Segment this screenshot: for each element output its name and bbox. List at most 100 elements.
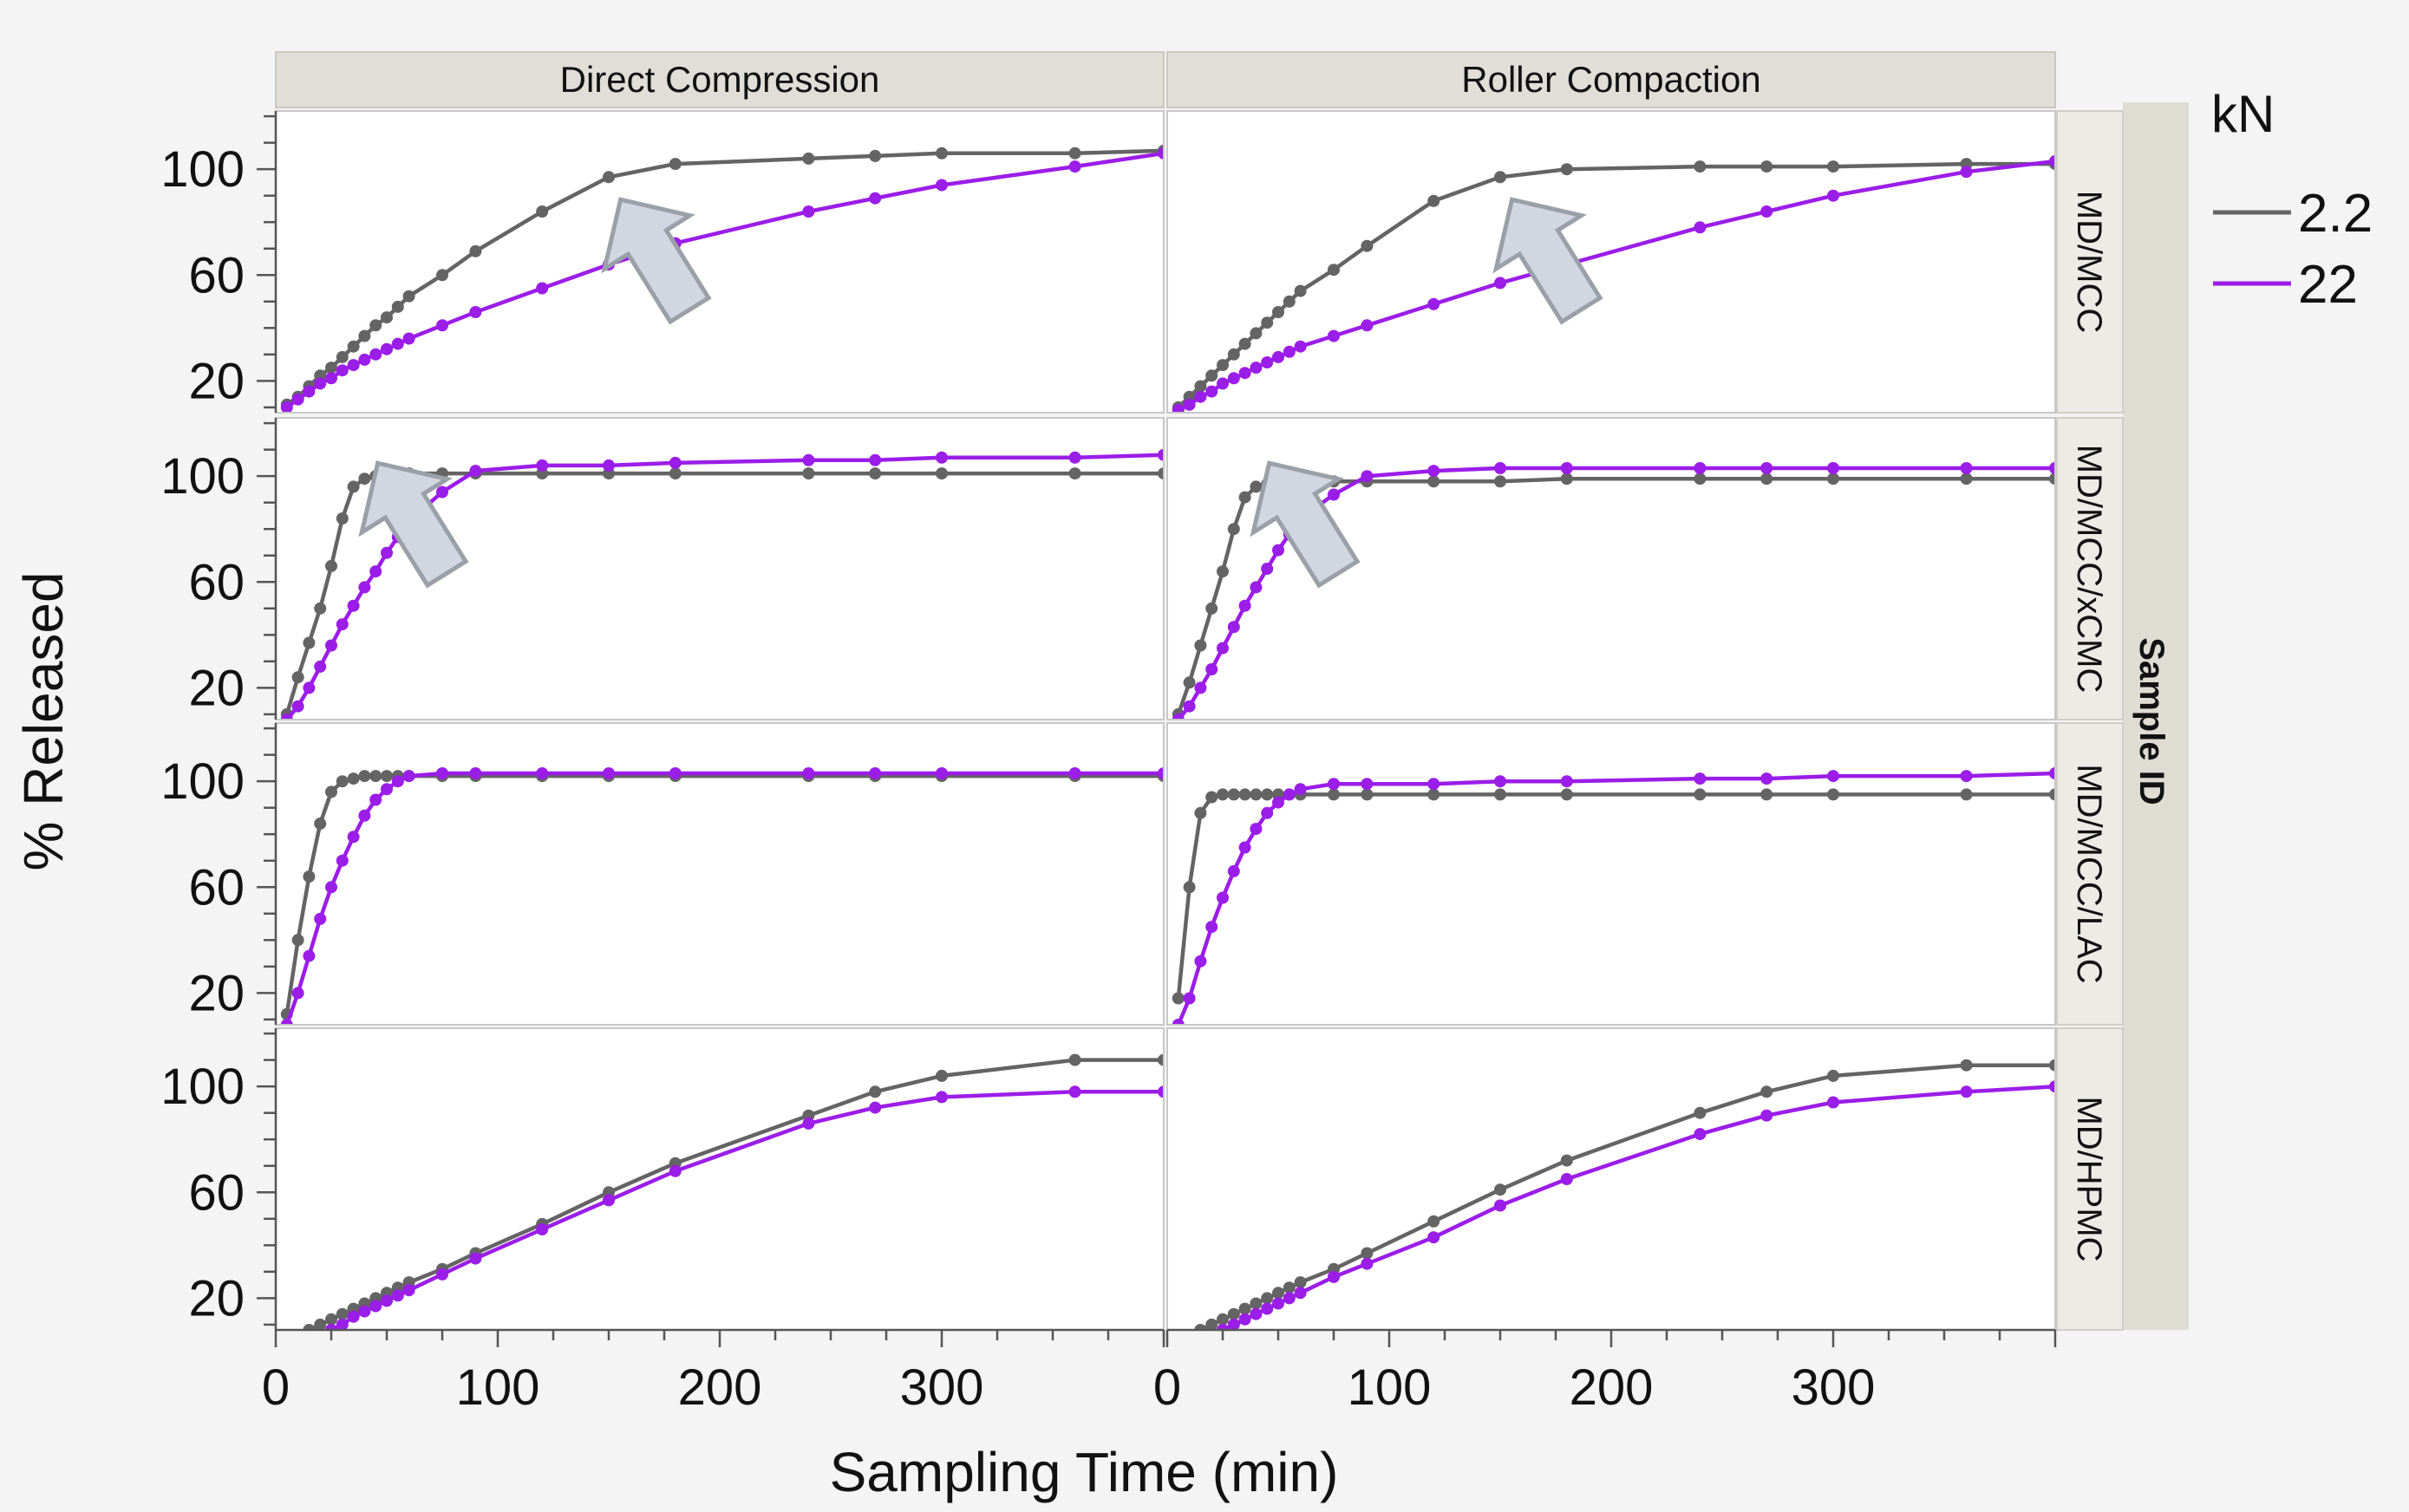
- data-point: [936, 1091, 948, 1104]
- data-point: [1158, 1085, 1164, 1098]
- x-tick-label: 0: [262, 1359, 290, 1416]
- panel-background: [276, 723, 1164, 1025]
- data-point: [280, 401, 293, 413]
- data-point: [1494, 475, 1506, 488]
- data-point: [1960, 166, 1973, 179]
- data-point: [1694, 1128, 1707, 1141]
- data-point: [1227, 348, 1240, 361]
- data-point: [536, 459, 549, 472]
- data-point: [1328, 778, 1340, 791]
- data-point: [1227, 523, 1240, 536]
- data-point: [802, 1117, 815, 1130]
- data-point: [669, 767, 682, 779]
- data-point: [280, 1019, 293, 1025]
- data-point: [369, 565, 382, 578]
- y-tick-label: 100: [160, 448, 245, 505]
- data-point: [1960, 472, 1973, 486]
- data-point: [369, 348, 382, 361]
- panel-plot-area: [1172, 155, 2055, 413]
- data-point: [1217, 891, 1229, 904]
- data-point: [1294, 783, 1307, 796]
- y-tick-label: 20: [188, 660, 245, 716]
- row-group-title: Sample ID: [2132, 637, 2171, 805]
- data-point: [1960, 1059, 1973, 1072]
- data-point: [869, 453, 882, 466]
- row-strip-label: MD/HPMC: [2070, 1096, 2108, 1261]
- data-point: [669, 158, 682, 171]
- data-point: [1694, 462, 1707, 474]
- data-point: [1068, 467, 1081, 480]
- data-point: [347, 480, 360, 493]
- data-point: [1361, 1247, 1374, 1260]
- row-strip-background: [2056, 417, 2124, 720]
- data-point: [1272, 1287, 1284, 1300]
- data-point: [1560, 1154, 1573, 1167]
- data-point: [1194, 380, 1207, 393]
- data-point: [1227, 864, 1240, 877]
- y-tick-label: 60: [188, 247, 245, 303]
- data-point: [1283, 1292, 1296, 1305]
- data-point: [1172, 992, 1185, 1005]
- data-point: [2049, 462, 2055, 474]
- data-point: [1217, 642, 1229, 655]
- data-point: [469, 1252, 482, 1265]
- column-strip-background: [275, 51, 1165, 108]
- data-point: [802, 205, 815, 218]
- x-tick-label: 300: [900, 1359, 984, 1416]
- data-point: [1217, 1313, 1229, 1326]
- series-line-22: [1177, 159, 2055, 412]
- column-strip-background: [1166, 51, 2056, 108]
- data-point: [358, 809, 371, 822]
- data-point: [603, 1194, 615, 1207]
- data-point: [1427, 194, 1440, 207]
- data-point: [358, 581, 371, 594]
- data-point: [1494, 277, 1506, 290]
- column-strip-label: Roller Compaction: [1461, 59, 1760, 100]
- chart-panels-layer: [275, 110, 2056, 1331]
- data-point: [314, 660, 327, 673]
- data-point: [1261, 316, 1274, 329]
- panel-background: [1167, 723, 2055, 1025]
- data-point: [603, 171, 615, 184]
- data-point: [2049, 472, 2055, 486]
- data-point: [1694, 221, 1707, 234]
- panel-border: [1166, 110, 2056, 414]
- data-point: [936, 179, 948, 192]
- data-point: [280, 714, 293, 720]
- data-point: [347, 831, 360, 844]
- data-point: [391, 775, 404, 788]
- data-point: [1217, 359, 1229, 372]
- facet-panel: [275, 417, 1165, 720]
- data-point: [1427, 1215, 1440, 1228]
- panel-border: [1166, 722, 2056, 1026]
- data-point: [1560, 462, 1573, 474]
- data-point: [1494, 171, 1506, 184]
- facet-panel: [275, 1027, 1165, 1331]
- data-point: [1205, 602, 1218, 615]
- data-point: [869, 149, 882, 162]
- facet-panel: [275, 722, 1165, 1026]
- data-point: [1183, 992, 1196, 1005]
- data-point: [1238, 1302, 1251, 1315]
- data-point: [1238, 1313, 1251, 1326]
- data-point: [381, 770, 393, 783]
- data-point: [1194, 806, 1207, 819]
- data-point: [1261, 1292, 1274, 1305]
- data-point: [381, 783, 393, 796]
- data-point: [1960, 770, 1973, 783]
- highlight-arrow-icon: [601, 197, 712, 325]
- data-point: [291, 393, 304, 406]
- data-point: [1494, 1199, 1506, 1212]
- data-point: [2049, 767, 2055, 779]
- data-point: [347, 772, 360, 785]
- data-point: [1250, 1307, 1263, 1320]
- data-point: [336, 512, 349, 525]
- panel-plot-area: [1194, 1059, 2055, 1330]
- data-point: [291, 934, 304, 947]
- y-tick-label: 20: [188, 1270, 245, 1326]
- data-point: [936, 147, 948, 160]
- facet-panel: [1166, 110, 2056, 414]
- data-point: [1427, 475, 1440, 488]
- data-point: [1694, 472, 1707, 486]
- panel-plot-area: [303, 1053, 1164, 1330]
